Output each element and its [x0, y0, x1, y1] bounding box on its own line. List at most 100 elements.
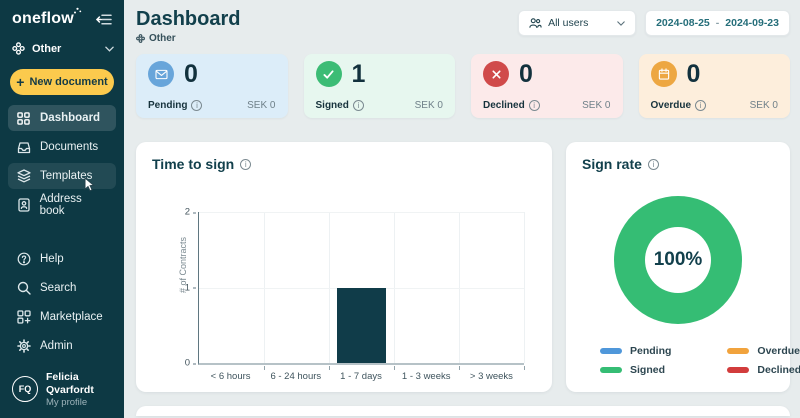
calendar-icon	[650, 61, 677, 87]
logo-sparkle-icon	[73, 7, 82, 15]
stat-card-signed[interactable]: 1 Signed SEK 0	[303, 54, 455, 118]
info-icon[interactable]	[352, 100, 364, 111]
user-filter-select[interactable]: All users	[518, 10, 637, 36]
sidebar: oneflow Other	[0, 0, 124, 418]
legend-item-pending[interactable]: Pending	[600, 345, 671, 357]
profile-subtitle: My profile	[46, 397, 88, 408]
legend-label: Pending	[630, 345, 672, 357]
sidebar-item-dashboard[interactable]: Dashboard	[8, 105, 116, 131]
legend-swatch	[600, 367, 622, 373]
info-icon[interactable]	[695, 100, 707, 111]
pending-label: Pending	[148, 100, 188, 111]
sidebar-item-label: Address book	[39, 193, 82, 217]
y-tick-label: 1	[184, 282, 197, 293]
stat-cards-row: 0 Pending SEK 0 1	[136, 54, 790, 118]
declined-label: Declined	[483, 100, 525, 111]
sidebar-item-admin[interactable]: Admin	[8, 334, 116, 359]
donut-hole: 100%	[645, 227, 711, 293]
bar-slot	[264, 212, 329, 363]
workspace-selector[interactable]: Other	[0, 34, 124, 61]
sidebar-item-help[interactable]: Help	[8, 247, 116, 272]
collapse-icon	[96, 13, 112, 26]
search-icon	[16, 281, 31, 295]
bar-slot	[394, 212, 459, 363]
x-tick-label: > 3 weeks	[469, 371, 513, 382]
sidebar-item-label: Search	[40, 282, 77, 295]
legend-item-declined[interactable]: Declined	[727, 364, 800, 376]
info-icon[interactable]	[191, 100, 203, 111]
overdue-amount: SEK 0	[749, 100, 778, 111]
x-axis-labels: < 6 hours 6 - 24 hours 1 - 7 days 1 - 3 wee…	[198, 371, 524, 382]
layers-icon	[16, 169, 31, 183]
gear-icon	[16, 339, 31, 354]
bar[interactable]	[336, 287, 387, 363]
sidebar-item-address-book[interactable]: Address book	[8, 192, 116, 218]
x-tick-label: 1 - 3 weeks	[401, 371, 451, 382]
profile-name: Felicia Qvarfordt	[46, 370, 94, 396]
sidebar-item-templates[interactable]: Templates	[8, 163, 116, 189]
bar-slot	[459, 212, 524, 363]
tray-icon	[16, 141, 31, 154]
sign-rate-card: Sign rate 100% Pending Overdue Signed Decli…	[566, 142, 800, 392]
x-tick-label: 6 - 24 hours	[270, 371, 322, 382]
declined-count: 0	[519, 59, 533, 88]
avatar-initials: FQ	[18, 384, 32, 395]
profile-button[interactable]: FQ Felicia Qvarfordt My profile	[0, 363, 124, 418]
date-separator: -	[715, 17, 720, 29]
envelope-icon	[148, 61, 174, 87]
logo-text: oneflow	[12, 10, 74, 27]
stat-card-pending[interactable]: 0 Pending SEK 0	[136, 54, 288, 118]
sign-rate-title: Sign rate	[582, 156, 642, 172]
chevron-down-icon	[617, 20, 625, 26]
workspace-label: Other	[32, 42, 62, 55]
page-header: Dashboard Other	[136, 8, 790, 44]
declined-amount: SEK 0	[582, 100, 611, 111]
sidebar-item-marketplace[interactable]: Marketplace	[8, 305, 116, 330]
next-card-sliver	[136, 406, 790, 416]
legend-item-signed[interactable]: Signed	[600, 364, 671, 376]
marketplace-icon	[16, 310, 31, 324]
time-to-sign-card: Time to sign # of Contracts 012 < 6 hour…	[136, 142, 552, 392]
signed-label: Signed	[315, 100, 349, 111]
info-icon[interactable]	[240, 158, 252, 170]
workspace-label: Other	[149, 33, 176, 44]
sign-rate-percent: 100%	[653, 249, 703, 270]
legend-swatch	[600, 348, 622, 354]
legend-swatch	[727, 348, 750, 354]
legend-item-overdue[interactable]: Overdue	[727, 345, 800, 357]
sidebar-item-label: Help	[40, 253, 64, 266]
stat-card-declined[interactable]: 0 Declined SEK 0	[471, 54, 623, 118]
date-range-picker[interactable]: 2024-08-25 - 2024-09-23	[645, 10, 790, 36]
info-icon[interactable]	[528, 100, 540, 111]
collapse-sidebar-button[interactable]	[94, 11, 114, 28]
new-document-button[interactable]: New document	[10, 69, 114, 95]
gridline	[524, 212, 525, 370]
avatar: FQ	[12, 376, 38, 403]
sign-rate-legend: Pending Overdue Signed Declined	[582, 345, 800, 378]
pending-count: 0	[184, 59, 198, 88]
bar-plot-bars	[199, 212, 524, 363]
gridline	[199, 212, 524, 213]
sidebar-item-search[interactable]: Search	[8, 276, 116, 301]
breadcrumb: Other	[136, 33, 240, 44]
workspace-icon	[12, 42, 25, 55]
sign-rate-donut: 100%	[614, 196, 742, 324]
date-start: 2024-08-25	[656, 17, 710, 29]
y-tick-label: 2	[184, 206, 197, 218]
legend-swatch	[727, 367, 750, 373]
plus-icon	[16, 75, 24, 90]
info-icon[interactable]	[647, 158, 659, 170]
oneflow-logo: oneflow	[12, 7, 82, 28]
overdue-count: 0	[686, 59, 701, 88]
signed-amount: SEK 0	[414, 100, 443, 111]
primary-nav: Dashboard Documents	[0, 105, 124, 218]
help-icon	[16, 252, 31, 266]
user-filter-value: All users	[548, 17, 589, 29]
new-document-label: New document	[29, 76, 108, 88]
x-tick-label: < 6 hours	[210, 371, 251, 382]
sidebar-item-documents[interactable]: Documents	[8, 134, 116, 160]
y-tick-label: 0	[184, 357, 197, 369]
stat-card-overdue[interactable]: 0 Overdue SEK 0	[638, 54, 790, 118]
